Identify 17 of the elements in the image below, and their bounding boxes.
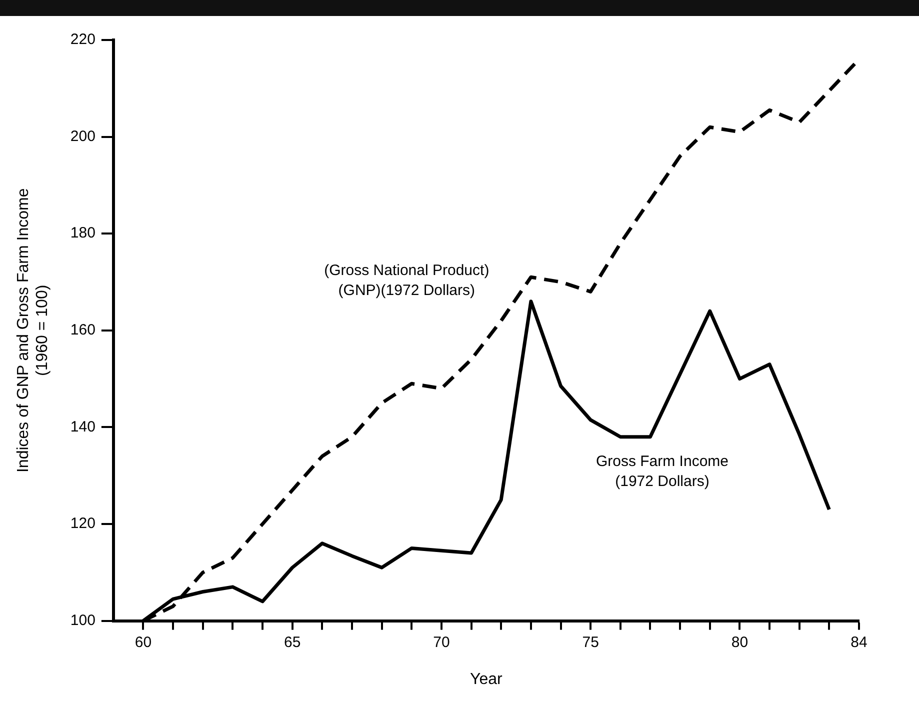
x-tick-label: 70 [433,634,450,651]
y-tick-label: 180 [70,224,96,242]
x-tick-label: 80 [731,634,748,651]
y-tick-label: 140 [70,418,96,436]
x-tick-label: 75 [582,634,599,651]
x-tick-label: 65 [284,634,301,651]
x-tick-label: 60 [134,634,152,651]
y-axis-title: Indices of GNP and Gross Farm Income (1960 = 100) [15,188,52,473]
y-tick-label: 220 [70,31,96,48]
y-tick-label: 100 [70,612,96,629]
y-tick-label: 160 [70,322,96,339]
x-tick-label: 84 [850,634,868,651]
series-label: (Gross National Product) (GNP)(1972 Dollars) [324,262,490,299]
series-label: Gross Farm Income (1972 Dollars) [596,453,729,490]
y-tick-label: 200 [70,128,96,145]
y-tick-label: 120 [70,515,96,532]
x-axis-title: Year [470,670,504,688]
